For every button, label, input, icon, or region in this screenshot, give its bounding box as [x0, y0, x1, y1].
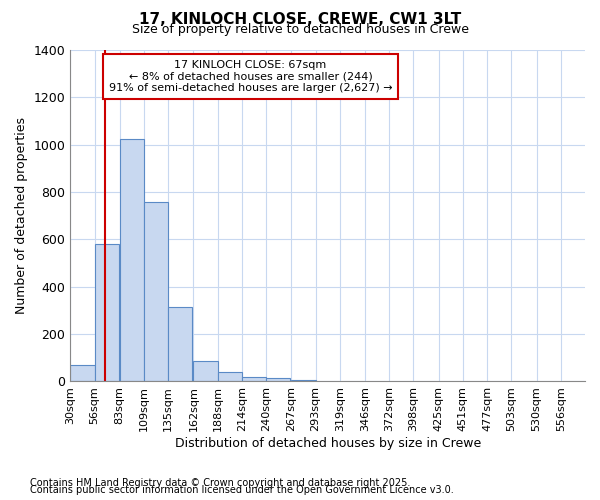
Bar — [242, 376, 266, 382]
Bar — [144, 202, 168, 382]
X-axis label: Distribution of detached houses by size in Crewe: Distribution of detached houses by size … — [175, 437, 481, 450]
Text: 17 KINLOCH CLOSE: 67sqm
← 8% of detached houses are smaller (244)
91% of semi-de: 17 KINLOCH CLOSE: 67sqm ← 8% of detached… — [109, 60, 392, 93]
Bar — [95, 244, 119, 382]
Y-axis label: Number of detached properties: Number of detached properties — [15, 117, 28, 314]
Bar — [70, 365, 95, 382]
Bar — [291, 380, 316, 382]
Text: Contains HM Land Registry data © Crown copyright and database right 2025.: Contains HM Land Registry data © Crown c… — [30, 478, 410, 488]
Bar — [193, 362, 218, 382]
Bar — [218, 372, 242, 382]
Text: Size of property relative to detached houses in Crewe: Size of property relative to detached ho… — [131, 22, 469, 36]
Text: Contains public sector information licensed under the Open Government Licence v3: Contains public sector information licen… — [30, 485, 454, 495]
Bar — [120, 139, 144, 382]
Bar — [266, 378, 290, 382]
Bar — [168, 307, 193, 382]
Text: 17, KINLOCH CLOSE, CREWE, CW1 3LT: 17, KINLOCH CLOSE, CREWE, CW1 3LT — [139, 12, 461, 28]
